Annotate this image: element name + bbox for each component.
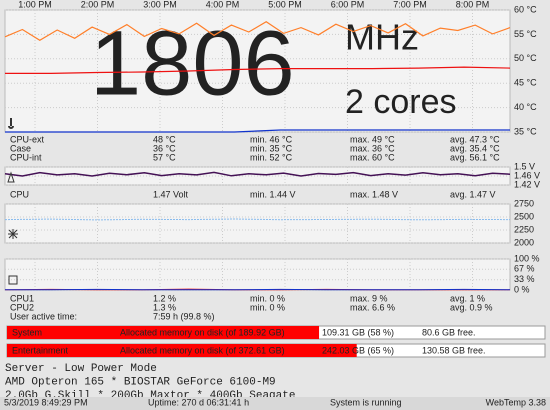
y-tick-label: 100 % bbox=[514, 253, 540, 263]
y-tick-label: 60 °C bbox=[514, 4, 537, 14]
value-current: 1.2 % bbox=[153, 293, 176, 303]
series-name: CPU bbox=[10, 189, 29, 199]
value-min: min. 46 °C bbox=[250, 134, 293, 144]
series-name: CPU-ext bbox=[10, 134, 45, 144]
watermark: MHz bbox=[345, 17, 419, 58]
series-name: CPU-int bbox=[10, 152, 42, 162]
y-tick-label: 45 °C bbox=[514, 78, 537, 88]
value-current: 57 °C bbox=[153, 152, 176, 162]
series-name: CPU2 bbox=[10, 302, 34, 312]
active-value: 7:59 h (99.8 %) bbox=[153, 311, 215, 321]
value-max: max. 49 °C bbox=[350, 134, 395, 144]
time-label: 4:00 PM bbox=[206, 0, 240, 9]
value-avg: avg. 47.3 °C bbox=[450, 134, 500, 144]
value-min: min. 0 % bbox=[250, 293, 285, 303]
value-max: max. 1.48 V bbox=[350, 189, 398, 199]
y-tick-label: 55 °C bbox=[514, 29, 537, 39]
value-avg: avg. 0.9 % bbox=[450, 302, 493, 312]
time-label: 6:00 PM bbox=[331, 0, 365, 9]
disk-name: System bbox=[12, 327, 42, 337]
footer-date: 5/3/2019 8:49:29 PM bbox=[4, 397, 88, 407]
series-name: CPU1 bbox=[10, 293, 34, 303]
fan-icon bbox=[8, 229, 18, 239]
y-tick-label: 33 % bbox=[514, 274, 535, 284]
disk-free: 80.6 GB free. bbox=[422, 327, 476, 337]
disk-caption: Allocated memory on disk (of 189.92 GB) bbox=[120, 327, 285, 337]
y-tick-label: 2250 bbox=[514, 224, 534, 234]
time-label: 2:00 PM bbox=[81, 0, 115, 9]
value-min: min. 35 °C bbox=[250, 143, 293, 153]
y-tick-label: 0 % bbox=[514, 284, 530, 294]
graph-area bbox=[4, 203, 511, 244]
series-line bbox=[5, 129, 510, 133]
series-line bbox=[4, 20, 511, 42]
watermark: 2 cores bbox=[345, 83, 457, 121]
disk-bar bbox=[7, 344, 357, 357]
value-avg: avg. 1.47 V bbox=[450, 189, 496, 199]
chip-icon bbox=[8, 275, 18, 285]
value-min: min. 52 °C bbox=[250, 152, 293, 162]
footer-bar bbox=[0, 397, 550, 410]
time-label: 3:00 PM bbox=[143, 0, 177, 9]
y-tick-label: 2000 bbox=[514, 237, 534, 247]
disk-used: 109.31 GB (58 %) bbox=[322, 327, 394, 337]
disk-caption: Allocated memory on disk (of 372.61 GB) bbox=[120, 345, 285, 355]
value-avg: avg. 35.4 °C bbox=[450, 143, 500, 153]
y-tick-label: 1.42 V bbox=[514, 179, 540, 189]
y-tick-label: 67 % bbox=[514, 264, 535, 274]
disk-name: Entertainment bbox=[12, 345, 69, 355]
info-line: AMD Opteron 165 * BIOSTAR GeForce 6100-M… bbox=[5, 376, 276, 388]
disk-bar bbox=[7, 326, 320, 339]
active-label: User active time: bbox=[10, 311, 77, 321]
footer-uptime: Uptime: 270 d 06:31:41 h bbox=[148, 397, 249, 407]
series-line bbox=[5, 66, 511, 74]
value-min: min. 1.44 V bbox=[250, 189, 296, 199]
y-tick-label: 40 °C bbox=[514, 102, 537, 112]
graph-area bbox=[4, 9, 511, 133]
value-current: 36 °C bbox=[153, 143, 176, 153]
time-label: 7:00 PM bbox=[393, 0, 427, 9]
y-tick-label: 35 °C bbox=[514, 126, 537, 136]
y-tick-label: 1.5 V bbox=[514, 161, 535, 171]
y-tick-label: 1.46 V bbox=[514, 170, 540, 180]
time-label: 8:00 PM bbox=[456, 0, 490, 9]
value-max: max. 60 °C bbox=[350, 152, 395, 162]
disk-used: 242.03 GB (65 %) bbox=[322, 345, 394, 355]
disk-free: 130.58 GB free. bbox=[422, 345, 486, 355]
series-name: Case bbox=[10, 143, 31, 153]
series-line bbox=[4, 218, 511, 221]
time-label: 1:00 PM bbox=[18, 0, 52, 9]
graph-area bbox=[4, 258, 511, 291]
footer-status: System is running bbox=[330, 397, 402, 407]
value-min: min. 0 % bbox=[250, 302, 285, 312]
value-max: max. 6.6 % bbox=[350, 302, 395, 312]
y-tick-label: 2750 bbox=[514, 198, 534, 208]
value-avg: avg. 1 % bbox=[450, 293, 485, 303]
wave-icon bbox=[7, 171, 15, 183]
info-line: Server - Low Power Mode bbox=[5, 363, 157, 375]
time-label: 5:00 PM bbox=[268, 0, 302, 9]
value-max: max. 9 % bbox=[350, 293, 388, 303]
y-tick-label: 2500 bbox=[514, 211, 534, 221]
thermometer-icon bbox=[8, 118, 14, 129]
y-tick-label: 50 °C bbox=[514, 53, 537, 63]
value-current: 1.47 Volt bbox=[153, 189, 189, 199]
value-current: 48 °C bbox=[153, 134, 176, 144]
value-current: 1.3 % bbox=[153, 302, 176, 312]
value-avg: avg. 56.1 °C bbox=[450, 152, 500, 162]
watermark: 1806 bbox=[90, 12, 295, 114]
series-line bbox=[4, 171, 511, 177]
footer-app: WebTemp 3.38 bbox=[486, 397, 546, 407]
value-max: max. 36 °C bbox=[350, 143, 395, 153]
